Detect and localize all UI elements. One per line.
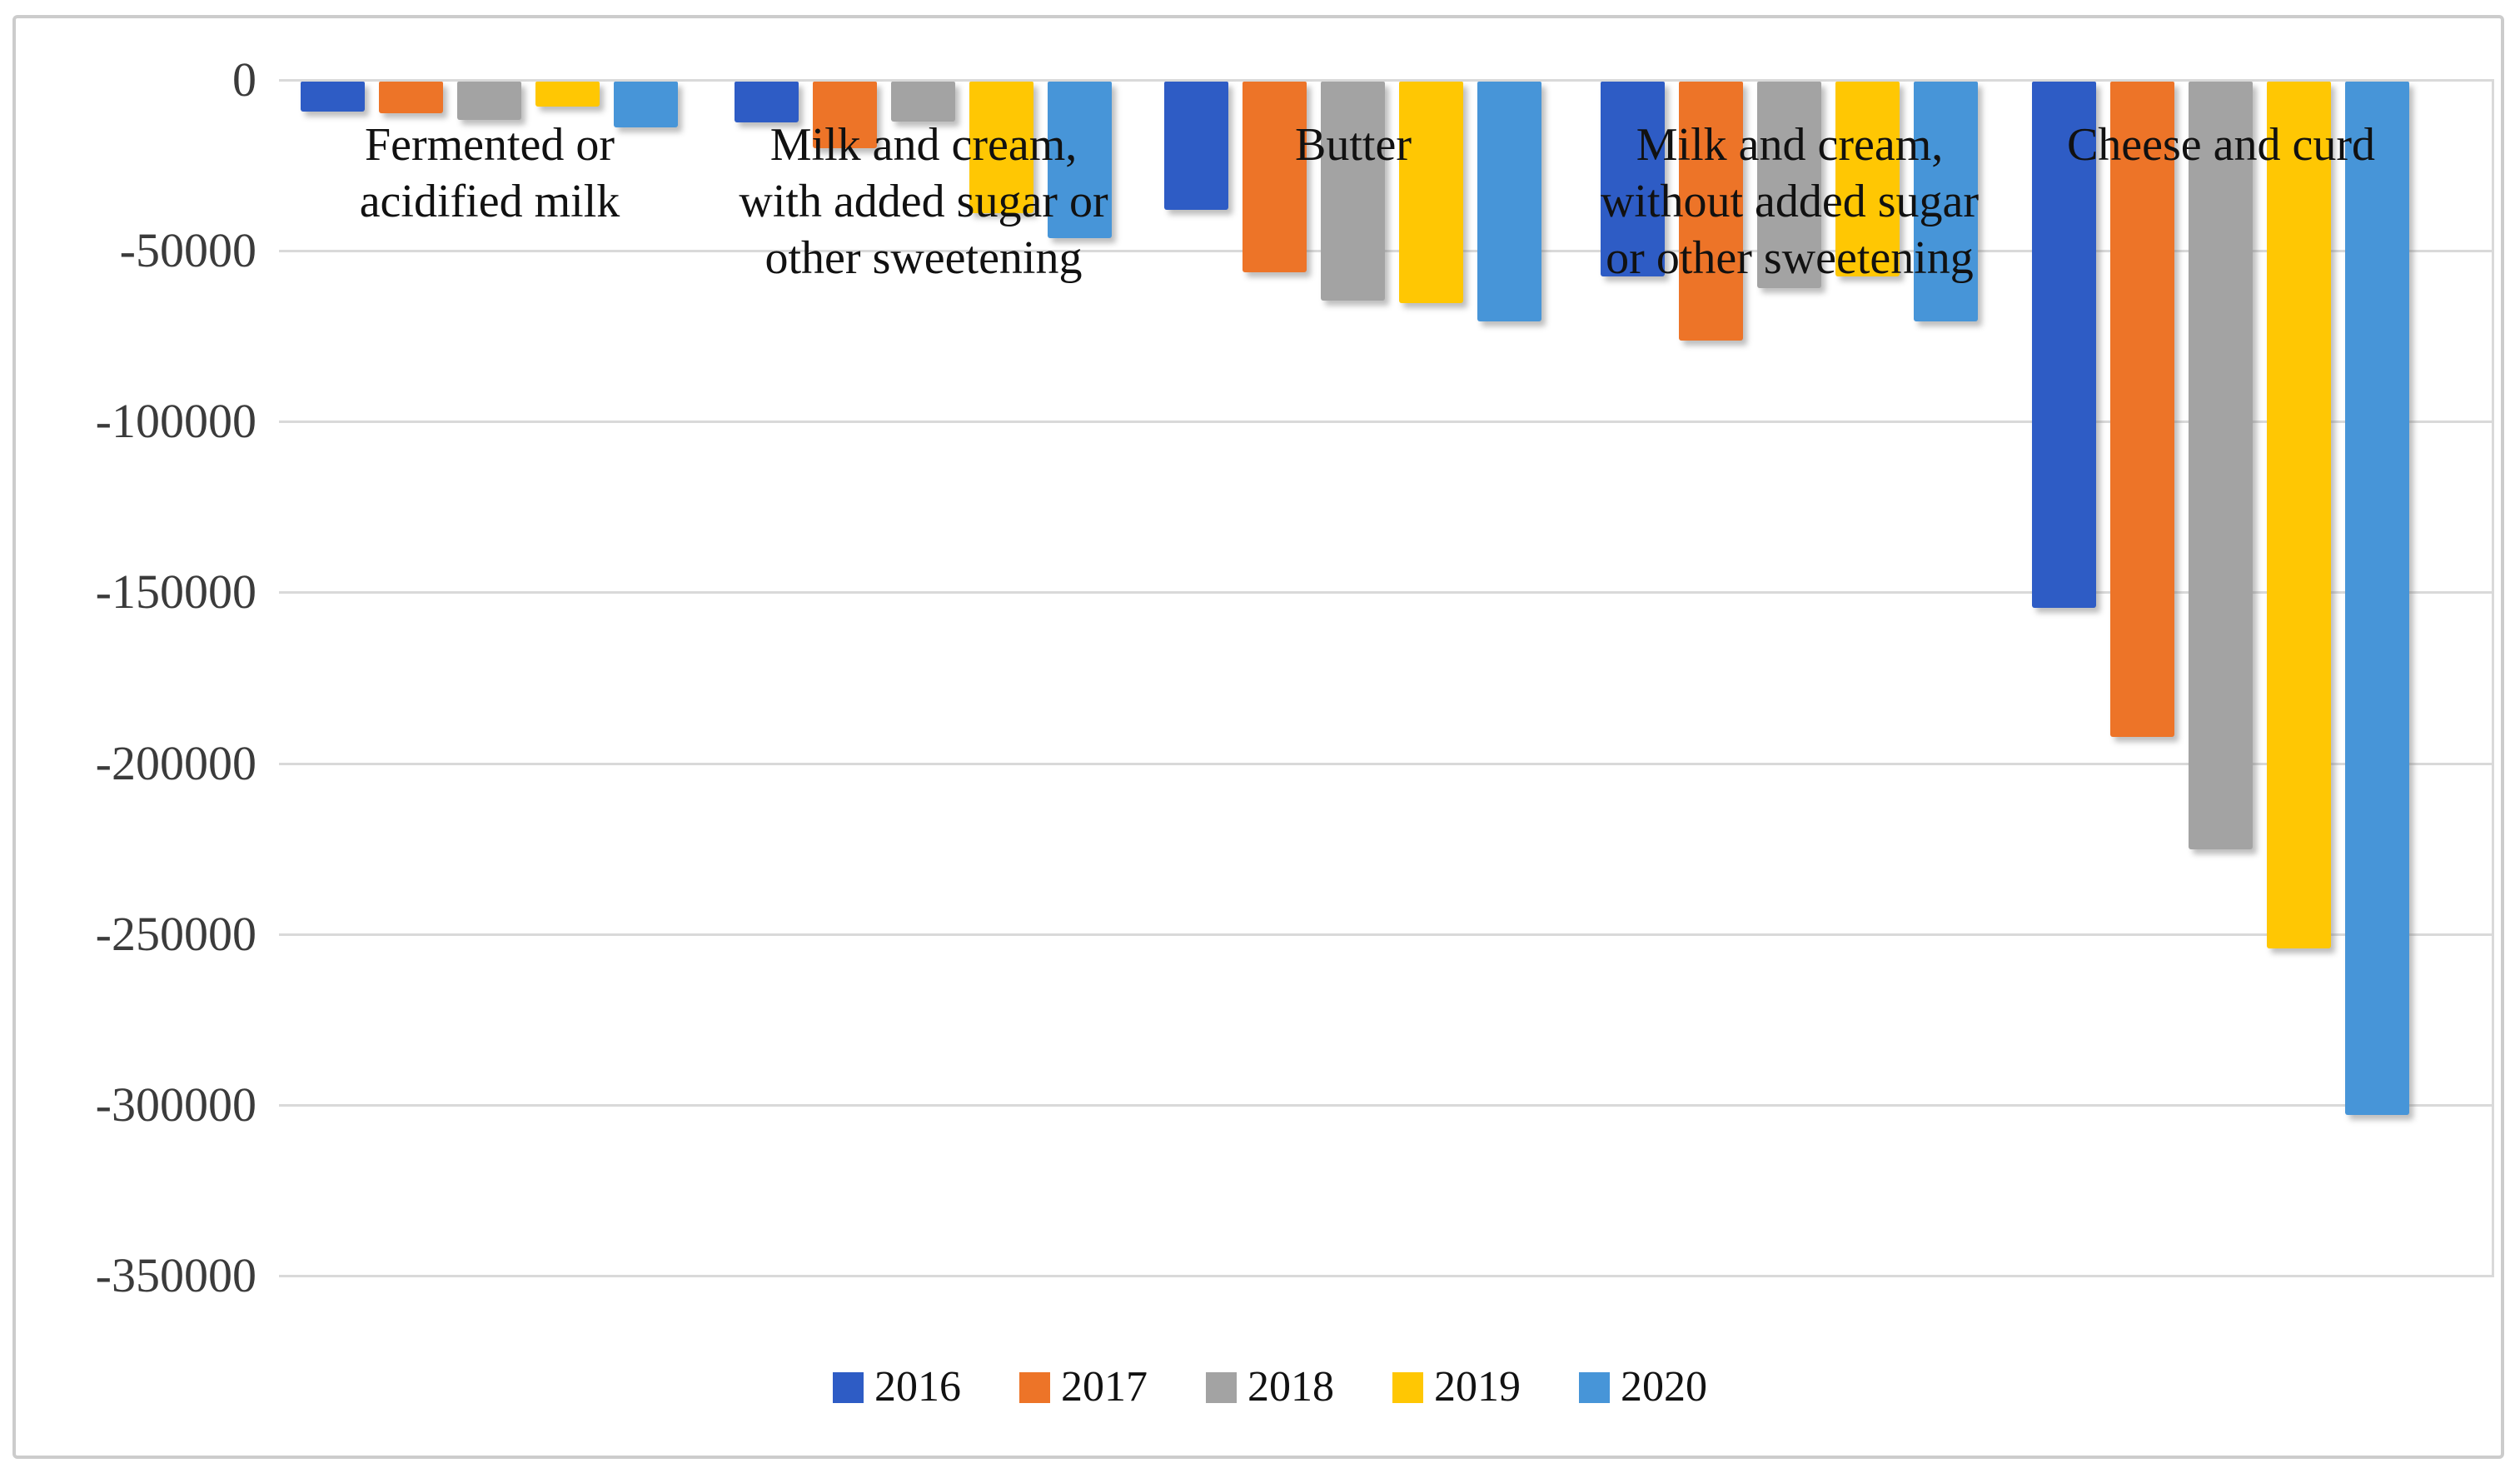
legend-label-2018: 2018: [1248, 1363, 1334, 1411]
y-tick-label--50000: -50000: [119, 223, 256, 277]
bar-milk-and-cream-without-added-sugar-or-other-sweetening-2019: [1835, 82, 1900, 276]
legend-swatch-2020: [1579, 1371, 1610, 1403]
legend: 2016 2017 2018 2019 2020: [833, 1366, 1707, 1409]
y-tick-label--150000: -150000: [95, 565, 256, 619]
bar-fermented-or-acidified-milk-2018: [457, 82, 521, 120]
y-tick-label--300000: -300000: [95, 1077, 256, 1132]
gridline--150000: [279, 591, 2494, 594]
bar-cheese-and-curd-2016: [2032, 82, 2096, 608]
legend-item-2020: 2020: [1579, 1366, 1707, 1409]
bar-cheese-and-curd-2018: [2189, 82, 2253, 849]
category-label-fermented-or-acidified-milk: Fermented or acidified milk: [359, 119, 620, 227]
y-tick-label--250000: -250000: [95, 907, 256, 961]
bar-milk-and-cream-with-added-sugar-or-other-sweetening-2018: [891, 82, 955, 122]
bar-butter-2020: [1477, 82, 1541, 321]
y-tick-label--100000: -100000: [95, 394, 256, 448]
bar-milk-and-cream-with-added-sugar-or-other-sweetening-2017: [813, 82, 877, 148]
bar-butter-2016: [1164, 82, 1228, 210]
gridline--300000: [279, 1104, 2494, 1107]
y-tick-label-0: 0: [232, 52, 256, 107]
legend-swatch-2016: [833, 1371, 864, 1403]
category-label-milk-and-cream-without-added-sugar-or-other-sweetening: Milk and cream, without added sugar or oth…: [1600, 119, 1980, 284]
legend-item-2017: 2017: [1019, 1366, 1148, 1409]
legend-swatch-2017: [1019, 1371, 1050, 1403]
bar-cheese-and-curd-2017: [2110, 82, 2174, 737]
gridline--250000: [279, 933, 2494, 936]
bar-cheese-and-curd-2019: [2267, 82, 2331, 948]
category-label-butter: Butter: [1295, 119, 1412, 171]
bar-milk-and-cream-without-added-sugar-or-other-sweetening-2017: [1679, 82, 1743, 341]
legend-swatch-2018: [1206, 1371, 1237, 1403]
plot-area: [279, 79, 2494, 1277]
plot-right-border: [2492, 80, 2494, 1276]
bar-milk-and-cream-with-added-sugar-or-other-sweetening-2019: [969, 82, 1033, 213]
gridline--100000: [279, 421, 2494, 423]
legend-item-2019: 2019: [1392, 1366, 1521, 1409]
legend-label-2017: 2017: [1061, 1363, 1148, 1411]
gridline--350000: [279, 1275, 2494, 1277]
bar-milk-and-cream-without-added-sugar-or-other-sweetening-2018: [1757, 82, 1821, 288]
gridline-0: [279, 79, 2494, 82]
bar-milk-and-cream-without-added-sugar-or-other-sweetening-2020: [1914, 82, 1978, 321]
bar-fermented-or-acidified-milk-2016: [301, 82, 365, 112]
category-label-cheese-and-curd: Cheese and curd: [2066, 119, 2376, 171]
bar-cheese-and-curd-2020: [2345, 82, 2409, 1115]
bar-butter-2017: [1243, 82, 1307, 272]
y-tick-label--200000: -200000: [95, 736, 256, 790]
legend-item-2016: 2016: [833, 1366, 961, 1409]
category-label-milk-and-cream-with-added-sugar-or-other-sweetening: Milk and cream, with added sugar or other …: [739, 119, 1108, 284]
y-tick-label--350000: -350000: [95, 1248, 256, 1302]
bar-milk-and-cream-with-added-sugar-or-other-sweetening-2020: [1048, 82, 1112, 238]
legend-item-2018: 2018: [1206, 1366, 1334, 1409]
bar-butter-2018: [1321, 82, 1385, 301]
legend-swatch-2019: [1392, 1371, 1423, 1403]
gridline--50000: [279, 250, 2494, 252]
legend-label-2019: 2019: [1434, 1363, 1521, 1411]
gridline--200000: [279, 763, 2494, 765]
bar-fermented-or-acidified-milk-2020: [614, 82, 678, 127]
bar-milk-and-cream-with-added-sugar-or-other-sweetening-2016: [735, 82, 799, 122]
bar-fermented-or-acidified-milk-2019: [535, 82, 600, 107]
bar-butter-2019: [1399, 82, 1463, 303]
bar-milk-and-cream-without-added-sugar-or-other-sweetening-2016: [1601, 82, 1665, 276]
legend-label-2016: 2016: [874, 1363, 961, 1411]
bar-fermented-or-acidified-milk-2017: [379, 82, 443, 113]
legend-label-2020: 2020: [1621, 1363, 1707, 1411]
